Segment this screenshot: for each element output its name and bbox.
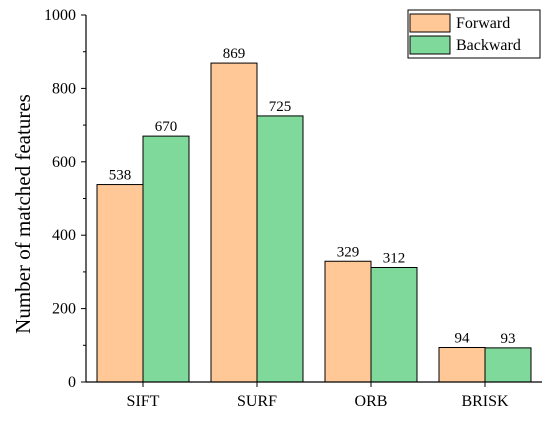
data-label-forward-sift: 538 xyxy=(109,168,132,184)
bar-backward-orb xyxy=(370,266,418,383)
x-tick-label-brisk: BRISK xyxy=(461,393,509,410)
data-label-backward-brisk: 93 xyxy=(501,331,516,347)
data-label-backward-sift: 670 xyxy=(155,119,178,135)
legend-swatch-forward xyxy=(409,13,451,33)
x-tick-label-sift: SIFT xyxy=(127,393,160,410)
axes-group: 0 200 400 600 800 1000 SIFT SURF ORB BRISK xyxy=(44,7,542,410)
legend: Forward Backward xyxy=(407,9,541,59)
data-label-forward-orb: 329 xyxy=(337,244,360,260)
data-label-backward-orb: 312 xyxy=(383,250,406,266)
y-tick-label: 200 xyxy=(52,301,76,318)
bar-forward-surf xyxy=(210,62,258,383)
bar-backward-brisk xyxy=(484,347,532,383)
labels-group: 538 869 329 94 670 725 312 93 xyxy=(109,46,516,347)
bar-forward-brisk xyxy=(438,347,486,383)
x-tick-label-surf: SURF xyxy=(237,393,277,410)
legend-label-forward: Forward xyxy=(456,15,510,32)
y-tick-label: 1000 xyxy=(44,7,76,24)
data-label-forward-surf: 869 xyxy=(223,46,246,62)
legend-label-backward: Backward xyxy=(456,37,521,54)
bars-group xyxy=(96,62,532,383)
y-tick-label: 600 xyxy=(52,154,76,171)
data-label-backward-surf: 725 xyxy=(269,99,292,115)
y-tick-label: 0 xyxy=(68,374,76,391)
y-tick-label: 800 xyxy=(52,80,76,97)
y-tick-label: 400 xyxy=(52,227,76,244)
data-label-forward-brisk: 94 xyxy=(455,331,471,347)
bar-backward-surf xyxy=(256,115,304,383)
bar-forward-orb xyxy=(324,260,372,383)
bar-forward-sift xyxy=(96,184,144,383)
x-tick-label-orb: ORB xyxy=(355,393,388,410)
y-axis-label: Number of matched features xyxy=(11,94,35,334)
legend-swatch-backward xyxy=(409,35,451,55)
bar-backward-sift xyxy=(142,135,190,383)
